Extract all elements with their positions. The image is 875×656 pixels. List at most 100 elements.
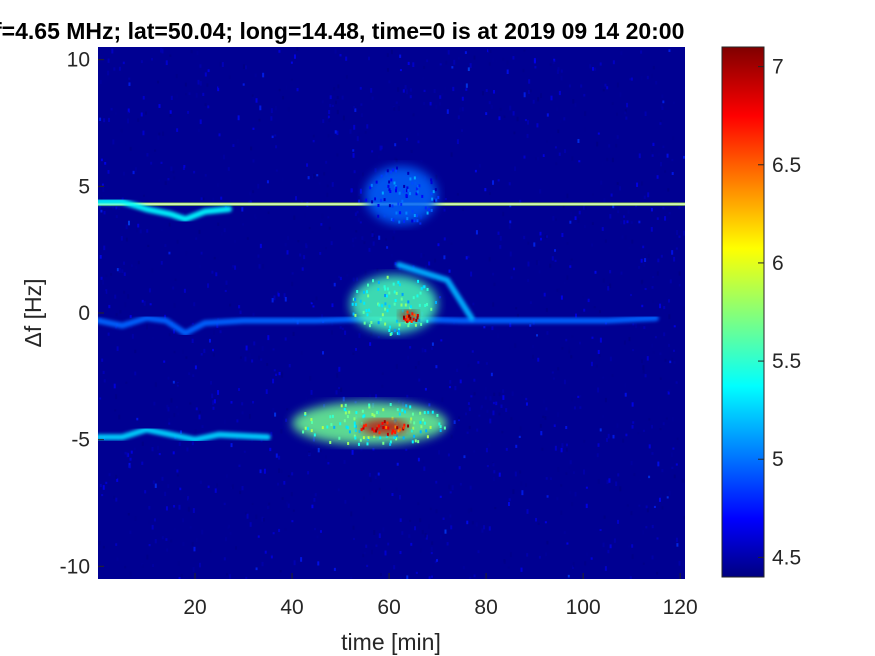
noise-pixel bbox=[259, 243, 262, 249]
noise-pixel bbox=[536, 334, 539, 337]
noise-pixel bbox=[665, 290, 668, 296]
noise-pixel bbox=[439, 534, 442, 540]
noise-pixel bbox=[626, 102, 629, 108]
noise-pixel bbox=[643, 326, 646, 329]
noise-pixel bbox=[462, 566, 465, 570]
spread-pixel bbox=[338, 436, 341, 440]
noise-pixel bbox=[286, 408, 289, 411]
noise-pixel bbox=[188, 92, 191, 96]
noise-pixel bbox=[371, 150, 374, 153]
noise-pixel bbox=[488, 101, 491, 105]
spread-pixel bbox=[393, 181, 396, 185]
noise-pixel bbox=[471, 350, 474, 353]
spread-pixel bbox=[362, 436, 365, 440]
spread-pixel bbox=[343, 407, 346, 411]
noise-pixel bbox=[300, 557, 303, 562]
noise-pixel bbox=[267, 335, 270, 341]
noise-pixel bbox=[546, 495, 549, 498]
noise-pixel bbox=[431, 575, 434, 578]
noise-pixel bbox=[667, 188, 670, 192]
spread-pixel bbox=[419, 291, 422, 295]
noise-pixel bbox=[431, 405, 434, 410]
spread-pixel bbox=[304, 412, 307, 416]
noise-pixel bbox=[127, 111, 130, 115]
noise-pixel bbox=[100, 158, 103, 162]
noise-pixel bbox=[169, 54, 172, 57]
noise-pixel bbox=[185, 92, 188, 96]
noise-pixel bbox=[563, 379, 566, 385]
noise-pixel bbox=[447, 93, 450, 96]
noise-pixel bbox=[673, 256, 676, 262]
colorbar-tick-label: 5.5 bbox=[772, 350, 801, 373]
noise-pixel bbox=[160, 228, 163, 232]
noise-pixel bbox=[615, 143, 618, 148]
noise-pixel bbox=[399, 518, 402, 522]
noise-pixel bbox=[601, 227, 604, 231]
noise-pixel bbox=[252, 400, 255, 404]
noise-pixel bbox=[142, 143, 145, 149]
noise-pixel bbox=[168, 333, 171, 337]
noise-pixel bbox=[534, 157, 537, 161]
noise-pixel bbox=[252, 127, 255, 130]
noise-pixel bbox=[544, 416, 547, 420]
noise-pixel bbox=[108, 473, 111, 477]
noise-pixel bbox=[545, 407, 548, 411]
noise-pixel bbox=[594, 67, 597, 71]
noise-pixel bbox=[108, 117, 111, 122]
noise-pixel bbox=[557, 288, 560, 293]
noise-pixel bbox=[609, 356, 612, 362]
noise-pixel bbox=[262, 72, 265, 78]
spread-pixel bbox=[426, 287, 429, 291]
noise-pixel bbox=[570, 258, 573, 261]
noise-pixel bbox=[656, 537, 659, 540]
noise-pixel bbox=[557, 67, 560, 72]
noise-pixel bbox=[446, 109, 449, 114]
noise-pixel bbox=[579, 394, 582, 398]
spread-pixel bbox=[417, 440, 420, 444]
spread-blob bbox=[364, 166, 438, 225]
noise-pixel bbox=[290, 78, 293, 81]
noise-pixel bbox=[105, 289, 108, 294]
noise-pixel bbox=[484, 386, 487, 392]
noise-pixel bbox=[453, 124, 456, 128]
spread-pixel bbox=[382, 408, 385, 412]
spread-pixel bbox=[326, 425, 329, 429]
noise-pixel bbox=[349, 129, 352, 134]
noise-pixel bbox=[252, 159, 255, 163]
noise-pixel bbox=[157, 135, 160, 140]
noise-pixel bbox=[599, 337, 602, 343]
noise-pixel bbox=[561, 443, 564, 448]
spread-pixel bbox=[384, 322, 387, 326]
noise-pixel bbox=[651, 73, 654, 79]
noise-pixel bbox=[409, 519, 412, 522]
noise-pixel bbox=[623, 220, 626, 225]
noise-pixel bbox=[470, 395, 473, 398]
noise-pixel bbox=[183, 288, 186, 293]
noise-pixel bbox=[631, 402, 634, 407]
noise-pixel bbox=[290, 61, 293, 64]
spread-pixel bbox=[393, 302, 396, 306]
noise-pixel bbox=[116, 478, 119, 482]
noise-pixel bbox=[100, 209, 103, 213]
noise-pixel bbox=[448, 294, 451, 297]
noise-pixel bbox=[144, 111, 147, 115]
y-tick-label: 10 bbox=[67, 49, 90, 72]
noise-pixel bbox=[172, 170, 175, 174]
noise-pixel bbox=[212, 348, 215, 352]
noise-pixel bbox=[351, 188, 354, 192]
noise-pixel bbox=[182, 212, 185, 217]
noise-pixel bbox=[176, 469, 179, 473]
spread-pixel bbox=[389, 332, 392, 336]
noise-pixel bbox=[442, 517, 445, 520]
noise-pixel bbox=[127, 220, 130, 226]
noise-pixel bbox=[538, 270, 541, 274]
noise-pixel bbox=[174, 278, 177, 281]
noise-pixel bbox=[229, 303, 232, 307]
noise-pixel bbox=[151, 336, 154, 340]
noise-pixel bbox=[122, 227, 125, 232]
noise-pixel bbox=[552, 60, 555, 64]
spread-pixel bbox=[313, 433, 316, 437]
noise-pixel bbox=[621, 235, 624, 239]
noise-pixel bbox=[603, 515, 606, 519]
noise-pixel bbox=[312, 305, 315, 308]
